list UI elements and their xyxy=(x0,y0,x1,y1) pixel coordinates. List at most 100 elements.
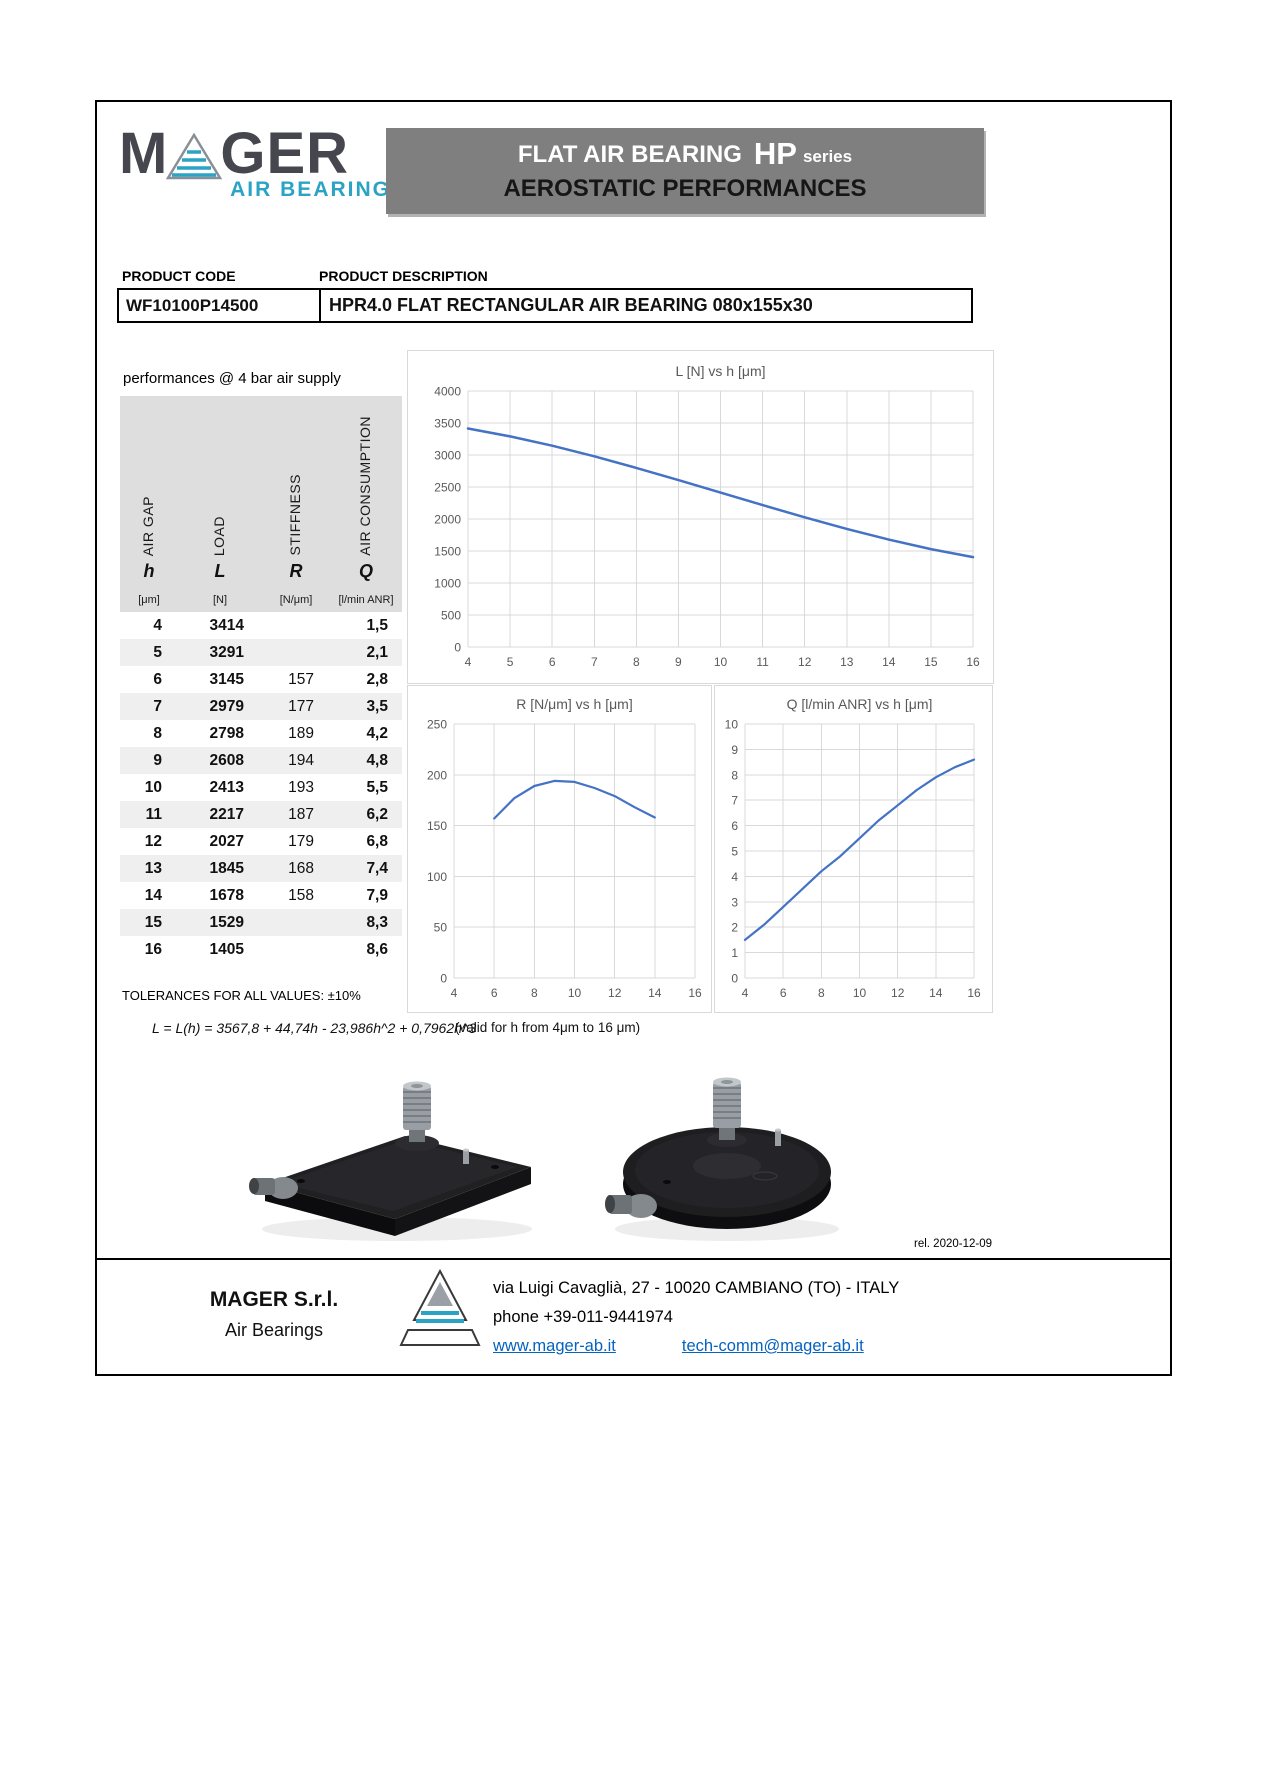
formula-validity-note: (valid for h from 4μm to 16 μm) xyxy=(455,1020,641,1035)
air-gap-cell: 11 xyxy=(145,806,162,823)
air-consumption-cell: 7,4 xyxy=(366,860,388,877)
air-gap-cell: 16 xyxy=(144,941,162,958)
load-cell: 2413 xyxy=(209,779,244,796)
load-cell: 2027 xyxy=(209,833,244,850)
svg-text:4000: 4000 xyxy=(434,385,461,399)
table-row: 4 3414 1,5 xyxy=(120,612,402,639)
table-row: 16 1405 8,6 xyxy=(120,936,402,963)
load-cell: 3145 xyxy=(209,671,244,688)
table-row: 14 1678 158 7,9 xyxy=(120,882,402,909)
stiffness-chart-box: 4 6 8 10 12 14 16 0 50 100 150 200 250 R [N/μm] vs h … xyxy=(407,685,712,1013)
svg-text:0: 0 xyxy=(454,641,461,655)
air-gap-cell: 14 xyxy=(144,887,162,904)
load-cell: 1529 xyxy=(209,914,244,931)
performance-table: AIR GAP LOAD STIFFNESS AIR CONSUMPTION h… xyxy=(120,396,402,963)
stiffness-cell xyxy=(262,612,330,639)
stiffness-cell: 179 xyxy=(288,833,314,850)
logo-letter-m: M xyxy=(119,121,169,186)
banner-line1: FLAT AIR BEARING HP series xyxy=(386,135,984,172)
air-gap-cell: 7 xyxy=(153,698,162,715)
load-chart-box: 4 5 6 7 8 9 10 11 12 13 14 15 16 0 500 1000 1500 2000 2500… xyxy=(407,350,994,684)
logo-subtitle: AIR BEARINGS xyxy=(230,178,407,201)
svg-text:16: 16 xyxy=(967,986,981,1000)
svg-text:200: 200 xyxy=(427,768,447,782)
product-description-value: HPR4.0 FLAT RECTANGULAR AIR BEARING 080x… xyxy=(319,288,973,323)
svg-text:4: 4 xyxy=(451,986,458,1000)
svg-text:6: 6 xyxy=(731,819,738,833)
air-consumption-cell: 2,1 xyxy=(366,644,388,661)
table-row: 5 3291 2,1 xyxy=(120,639,402,666)
performance-caption: performances @ 4 bar air supply xyxy=(123,370,341,387)
svg-text:4: 4 xyxy=(731,870,738,884)
stiffness-cell: 168 xyxy=(288,860,314,877)
load-cell: 2798 xyxy=(209,725,244,742)
column-header-air-gap: AIR GAP xyxy=(140,495,156,556)
company-name: MAGER S.r.l. xyxy=(209,1288,339,1311)
air-gap-cell: 13 xyxy=(144,860,162,877)
svg-text:11: 11 xyxy=(756,655,769,669)
air-gap-cell: 5 xyxy=(153,644,162,661)
performance-table-body: 4 3414 1,5 5 3291 2,1 6 3145 157 2,8 7 2979 177 3,5 8 2… xyxy=(120,612,402,963)
stiffness-cell: 177 xyxy=(288,698,314,715)
load-cell: 1845 xyxy=(209,860,244,877)
website-link[interactable]: www.mager-ab.it xyxy=(493,1337,616,1355)
banner-line2: AEROSTATIC PERFORMANCES xyxy=(503,174,867,202)
product-photo-round-bearing xyxy=(605,1077,839,1241)
air-consumption-cell: 7,9 xyxy=(366,887,388,904)
air-consumption-cell: 5,5 xyxy=(366,779,388,796)
banner-product-family: FLAT AIR BEARING xyxy=(517,140,742,168)
symbol-header-row: h L R Q xyxy=(120,556,402,586)
svg-text:50: 50 xyxy=(434,921,448,935)
load-cell: 1678 xyxy=(209,887,244,904)
product-code-label: PRODUCT CODE xyxy=(122,268,236,284)
mager-logo: M GER AIR BEARINGS xyxy=(119,121,419,202)
svg-text:12: 12 xyxy=(798,655,812,669)
svg-text:15: 15 xyxy=(924,655,938,669)
table-row: 12 2027 179 6,8 xyxy=(120,828,402,855)
air-gap-cell: 10 xyxy=(144,779,162,796)
load-cell: 3414 xyxy=(209,617,244,634)
footer-address-line: via Luigi Cavaglià, 27 - 10020 CAMBIANO … xyxy=(493,1279,900,1297)
svg-text:8: 8 xyxy=(731,768,738,782)
email-link[interactable]: tech-comm@mager-ab.it xyxy=(681,1337,864,1355)
unit-lmin: [l/min ANR] xyxy=(338,594,394,606)
load-formula: L = L(h) = 3567,8 + 44,74h - 23,986h^2 +… xyxy=(152,1020,477,1036)
column-header-load: LOAD xyxy=(211,515,227,556)
product-photo-rectangular-bearing xyxy=(249,1081,532,1241)
svg-text:4: 4 xyxy=(465,655,472,669)
svg-text:2000: 2000 xyxy=(434,513,461,527)
symbol-q: Q xyxy=(358,561,373,581)
air-consumption-cell: 4,8 xyxy=(366,752,388,769)
svg-text:8: 8 xyxy=(633,655,640,669)
performance-table-header: AIR GAP LOAD STIFFNESS AIR CONSUMPTION h… xyxy=(120,396,402,612)
company-subtitle: Air Bearings xyxy=(224,1320,324,1340)
svg-text:5: 5 xyxy=(731,845,738,859)
svg-text:14: 14 xyxy=(648,986,662,1000)
banner-series-code: HP xyxy=(753,135,797,171)
svg-text:7: 7 xyxy=(591,655,598,669)
stiffness-cell: 193 xyxy=(288,779,314,796)
svg-text:Q [l/min ANR] vs h [μm]: Q [l/min ANR] vs h [μm] xyxy=(787,696,933,712)
footer-links-line: www.mager-ab.it tech-comm@mager-ab.it xyxy=(493,1332,899,1361)
stiffness-cell xyxy=(262,909,330,936)
air-gap-cell: 15 xyxy=(144,914,162,931)
svg-text:500: 500 xyxy=(441,609,461,623)
svg-text:5: 5 xyxy=(507,655,514,669)
svg-text:9: 9 xyxy=(731,743,738,757)
footer-contact-block: via Luigi Cavaglià, 27 - 10020 CAMBIANO … xyxy=(493,1274,899,1361)
table-row: 15 1529 8,3 xyxy=(120,909,402,936)
banner-series-word: series xyxy=(802,146,853,166)
air-consumption-cell: 6,8 xyxy=(366,833,388,850)
svg-text:4: 4 xyxy=(742,986,749,1000)
release-note: rel. 2020-12-09 xyxy=(914,1238,992,1250)
load-cell: 2217 xyxy=(209,806,244,823)
svg-text:8: 8 xyxy=(531,986,538,1000)
svg-text:9: 9 xyxy=(675,655,682,669)
svg-text:1: 1 xyxy=(731,946,738,960)
svg-text:10: 10 xyxy=(725,718,739,732)
product-description-label: PRODUCT DESCRIPTION xyxy=(319,268,488,284)
footer-company-block: MAGER S.r.l. Air Bearings xyxy=(159,1288,389,1341)
consumption-chart-box: 4 6 8 10 12 14 16 0 1 2 3 4 5 6 7 8 9 10 Q [l/min ANR] vs … xyxy=(714,685,993,1013)
svg-text:3500: 3500 xyxy=(434,417,461,431)
